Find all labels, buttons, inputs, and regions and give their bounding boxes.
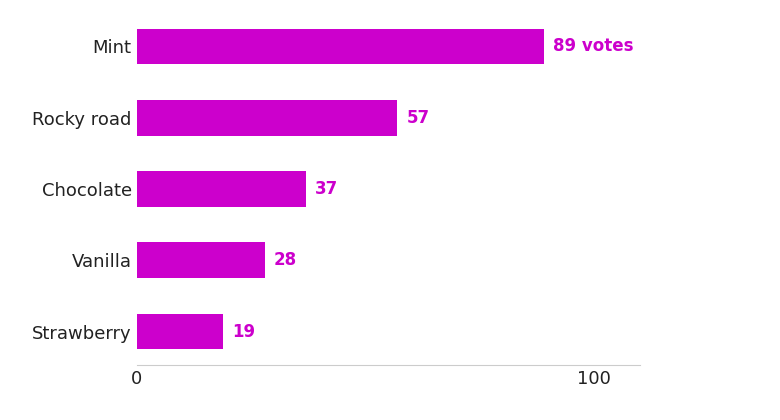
Bar	[136, 314, 223, 349]
Text: 28: 28	[274, 251, 297, 269]
Bar	[136, 242, 264, 278]
Text: 57: 57	[406, 109, 430, 127]
Bar	[136, 29, 544, 64]
Text: 37: 37	[315, 180, 338, 198]
Text: 19: 19	[232, 323, 256, 341]
Bar	[136, 171, 306, 207]
Bar	[136, 100, 397, 136]
Text: 89 votes: 89 votes	[553, 37, 633, 55]
